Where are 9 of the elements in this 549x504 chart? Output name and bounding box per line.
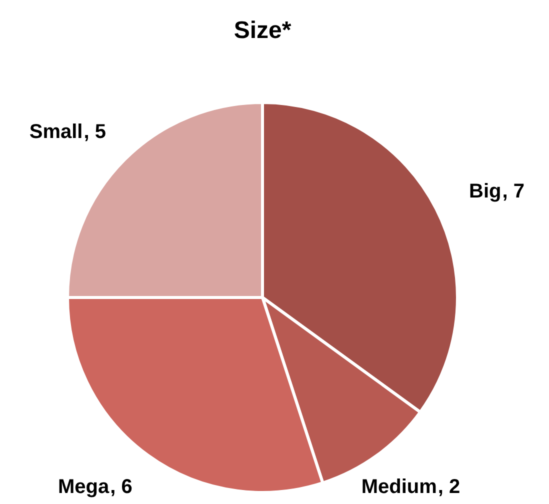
slice-label: Mega: [58, 476, 110, 498]
data-label: , 2: [438, 476, 460, 498]
chart-title: Size*: [234, 17, 292, 44]
data-label: , 6: [110, 476, 132, 498]
slice-label: Medium: [361, 476, 437, 498]
slice-label: Small: [29, 121, 83, 144]
slice-label: Big: [469, 180, 502, 202]
data-label: , 5: [84, 121, 106, 144]
data-label: , 7: [502, 180, 525, 202]
